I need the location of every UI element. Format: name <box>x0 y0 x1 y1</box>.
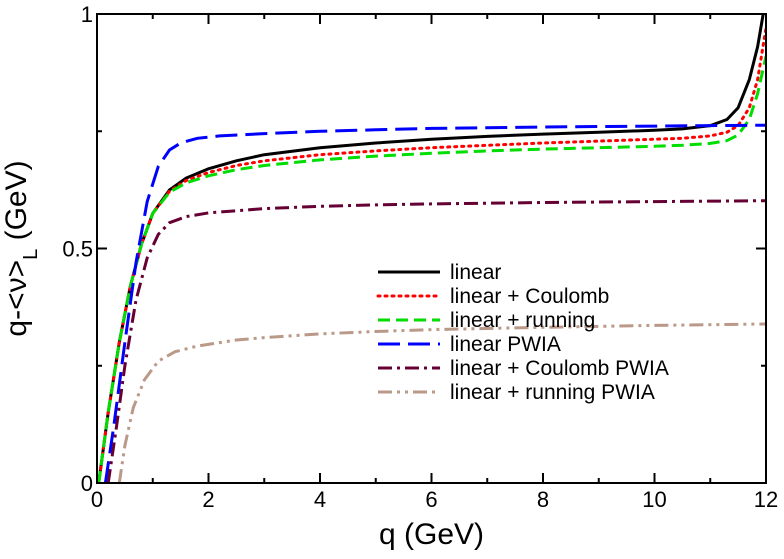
axis-ticks <box>96 13 767 484</box>
y-axis-title-unit: (GeV) <box>0 160 33 248</box>
legend-label-1: linear <box>450 261 501 284</box>
y-axis-title-main: q-<ν> <box>0 260 33 337</box>
tick-labels: 0 2 4 6 8 10 12 0 0.5 1 <box>62 2 778 512</box>
series-line-5 <box>106 199 766 483</box>
x-axis-title: q (GeV) <box>379 518 484 551</box>
legend-label-3: linear + running <box>450 309 595 332</box>
series-group <box>97 14 766 483</box>
series-line-3 <box>97 55 766 483</box>
legend-label-2: linear + Coulomb <box>450 285 609 308</box>
x-tick-label: 4 <box>314 487 326 512</box>
y-axis-title-subscript: L <box>20 249 42 260</box>
x-tick-label: 10 <box>642 487 666 512</box>
legend-label-4: linear PWIA <box>450 333 561 356</box>
x-tick-label: 12 <box>754 487 778 512</box>
y-tick-label: 0 <box>81 471 93 496</box>
series-line-1 <box>97 14 765 483</box>
y-tick-label: 0.5 <box>62 237 93 262</box>
series-line-4 <box>103 123 766 483</box>
y-axis-title: q-<ν>L (GeV) <box>0 160 42 336</box>
plot-frame <box>96 13 767 484</box>
legend-label-6: linear + running PWIA <box>450 381 655 404</box>
series-line-2 <box>97 26 766 483</box>
x-tick-label: 6 <box>425 487 437 512</box>
x-tick-label: 2 <box>202 487 214 512</box>
y-tick-label: 1 <box>81 2 93 27</box>
series-line-6 <box>117 322 766 483</box>
legend-label-5: linear + Coulomb PWIA <box>450 357 669 380</box>
x-tick-label: 8 <box>537 487 549 512</box>
x-tick-label: 0 <box>91 487 103 512</box>
